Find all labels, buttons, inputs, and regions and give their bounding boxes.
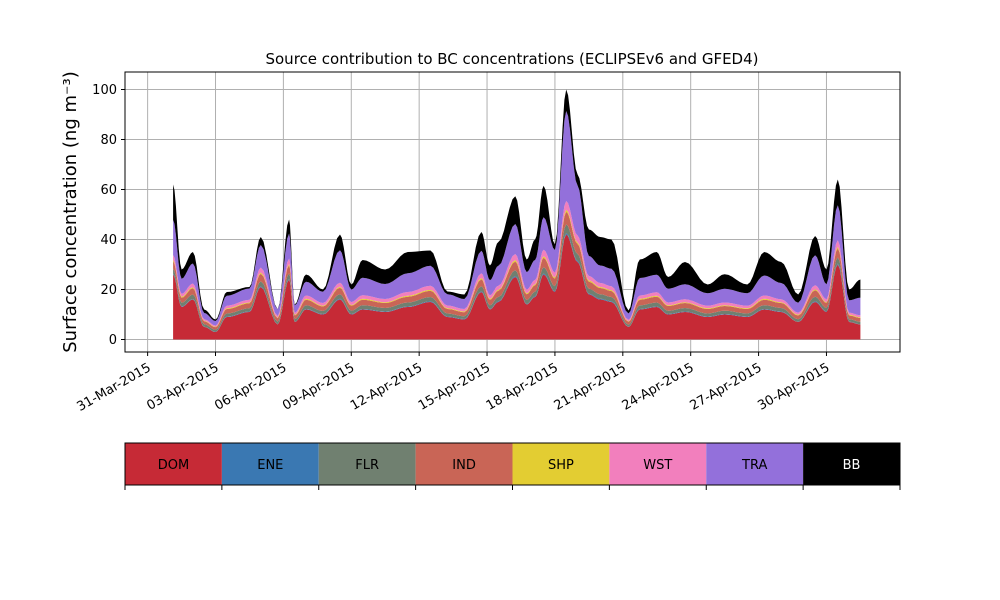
- legend-swatch-ind: [415, 443, 513, 485]
- x-tick-label: 24-Apr-2015: [620, 360, 697, 413]
- legend-label-ind: IND: [452, 458, 476, 473]
- y-tick-label: 80: [100, 133, 117, 148]
- legend-label-flr: FLR: [355, 458, 379, 473]
- x-tick-label: 09-Apr-2015: [280, 360, 357, 413]
- legend-label-wst: WST: [643, 458, 672, 473]
- area-bb: [173, 89, 861, 321]
- x-tick-label: 03-Apr-2015: [144, 360, 221, 413]
- y-axis: 0 20 40 60 80 100: [92, 83, 125, 348]
- y-tick-label: 0: [109, 333, 117, 348]
- legend-swatch-flr: [318, 443, 416, 485]
- x-tick-label: 31-Mar-2015: [74, 360, 153, 414]
- chart-title: Source contribution to BC concentrations…: [265, 50, 758, 68]
- y-tick-label: 40: [100, 233, 117, 248]
- x-axis: 31-Mar-201503-Apr-201506-Apr-201509-Apr-…: [74, 352, 832, 415]
- y-tick-label: 100: [92, 83, 117, 98]
- y-tick-label: 60: [100, 183, 117, 198]
- stacked-areas: [173, 89, 861, 340]
- legend-label-bb: BB: [843, 458, 861, 473]
- legend-swatch-bb: [803, 443, 900, 485]
- legend-label-dom: DOM: [158, 458, 189, 473]
- legend: DOM ENE FLR IND SHP WST TRA BB: [124, 442, 901, 490]
- x-tick-label: 18-Apr-2015: [484, 360, 561, 413]
- area-dom: [173, 234, 861, 340]
- legend-swatch-ene: [221, 443, 319, 485]
- y-tick-label: 20: [100, 283, 117, 298]
- x-tick-label: 06-Apr-2015: [212, 360, 289, 413]
- legend-swatch-tra: [706, 443, 804, 485]
- x-tick-label: 12-Apr-2015: [348, 360, 425, 413]
- legend-swatch-wst: [609, 443, 707, 485]
- legend-label-ene: ENE: [257, 458, 283, 473]
- legend-label-shp: SHP: [548, 458, 574, 473]
- x-tick-label: 21-Apr-2015: [552, 360, 629, 413]
- legend-label-tra: TRA: [741, 458, 767, 473]
- area-tra: [173, 111, 861, 326]
- area-ind: [173, 211, 861, 330]
- y-axis-label: Surface concentration (ng m⁻³): [60, 71, 81, 353]
- plot-frame: [124, 71, 901, 353]
- x-tick-label: 27-Apr-2015: [687, 360, 764, 413]
- area-flr: [173, 224, 861, 332]
- x-tick-label: 30-Apr-2015: [755, 360, 832, 413]
- legend-swatch-dom: [125, 443, 222, 485]
- x-tick-label: 15-Apr-2015: [416, 360, 493, 413]
- legend-swatch-shp: [512, 443, 610, 485]
